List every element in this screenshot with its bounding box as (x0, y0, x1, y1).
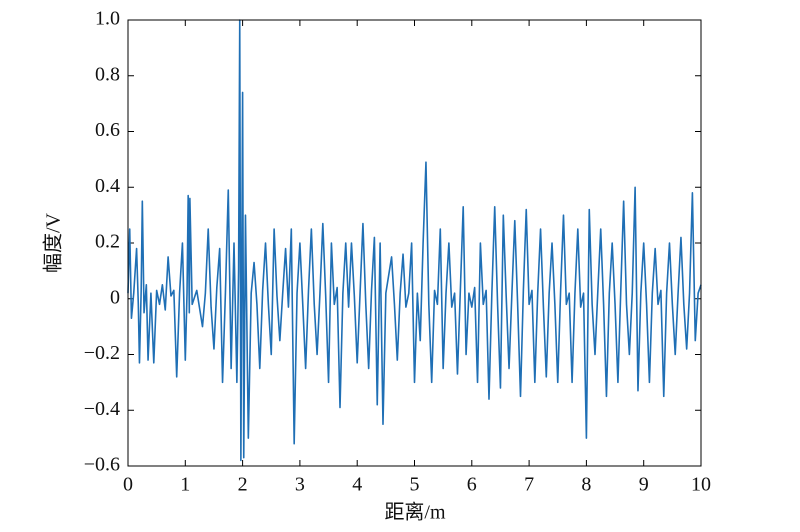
y-tick-label: −0.4 (84, 398, 120, 420)
x-tick-label: 4 (352, 474, 362, 496)
signal-line (127, 19, 702, 462)
y-tick-label: 1.0 (95, 8, 120, 30)
x-tick-label: 7 (524, 474, 534, 496)
y-tick-label: 0.4 (95, 175, 120, 197)
x-tick-label: 3 (295, 474, 305, 496)
y-tick-label: 0 (110, 286, 120, 308)
x-tick-label: 2 (238, 474, 248, 496)
y-tick-label: 0.8 (95, 63, 120, 85)
y-tick-label: 0.6 (95, 119, 120, 141)
y-tick-label: −0.2 (84, 342, 120, 364)
x-tick-label: 5 (410, 474, 420, 496)
x-axis-label: 距离/m (384, 501, 446, 524)
x-tick-label: 1 (180, 474, 190, 496)
x-tick-label: 10 (691, 474, 711, 496)
x-tick-label: 8 (581, 474, 591, 496)
y-tick-label: −0.6 (84, 454, 120, 476)
y-axis-label: 幅度/V (42, 212, 65, 273)
plot-frame (127, 19, 702, 467)
x-tick-label: 6 (467, 474, 477, 496)
x-tick-label: 0 (123, 474, 133, 496)
x-tick-label: 9 (639, 474, 649, 496)
y-tick-label: 0.2 (95, 231, 120, 253)
